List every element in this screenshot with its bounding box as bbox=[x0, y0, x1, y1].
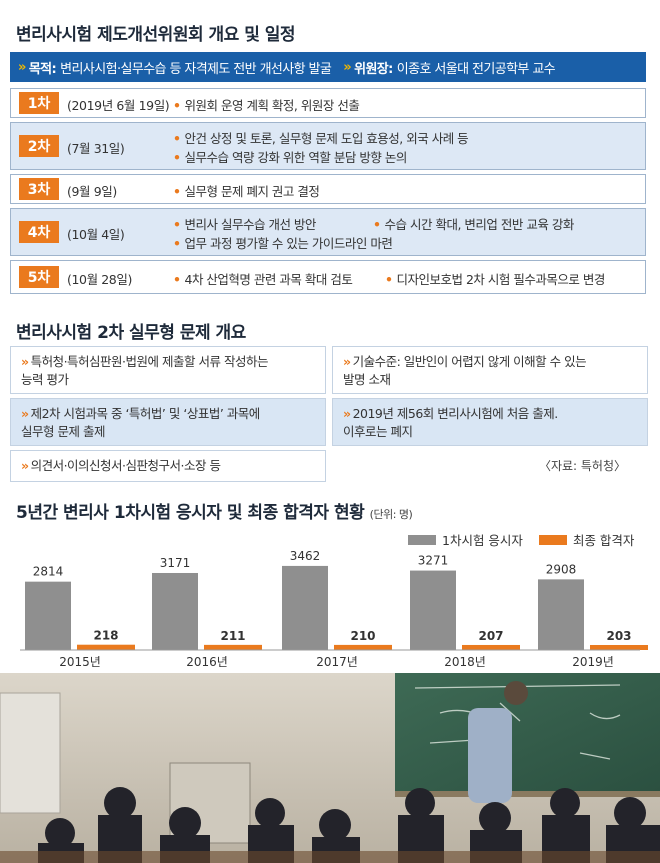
schedule-row-1: 1차 (2019년 6월 19일) 위원회 운영 계획 확정, 위원장 선출 bbox=[10, 88, 646, 118]
schedule-item: 안건 상정 및 토론, 실무형 문제 도입 효용성, 외국 사례 등 bbox=[173, 128, 469, 147]
purpose-text: 변리사시험·실무수습 등 자격제도 전반 개선사항 발굴 bbox=[60, 61, 332, 77]
schedule-badge: 1차 bbox=[19, 92, 59, 114]
data-label-passers: 203 bbox=[606, 629, 631, 643]
schedule-row-3: 3차 (9월 9일) 실무형 문제 폐지 권고 결정 bbox=[10, 174, 646, 204]
overview-box-1: » 특허청·특허심판원·법원에 제출할 서류 작성하는 능력 평가 bbox=[10, 346, 326, 394]
schedule-item: 변리사 실무수습 개선 방안 bbox=[173, 214, 317, 233]
schedule-item: 실무수습 역량 강화 위한 역할 분담 방향 논의 bbox=[173, 147, 408, 166]
data-label-applicants: 2908 bbox=[546, 562, 577, 576]
chevron-right-icon: » bbox=[343, 406, 351, 421]
schedule-row-2: 2차 (7월 31일) 안건 상정 및 토론, 실무형 문제 도입 효용성, 외… bbox=[10, 122, 646, 170]
source-note: 〈자료: 특허청〉 bbox=[538, 459, 626, 473]
purpose-bar: » 목적: 변리사시험·실무수습 등 자격제도 전반 개선사항 발굴 » 위원장… bbox=[10, 52, 646, 82]
schedule-date: (10월 4일) bbox=[67, 227, 125, 242]
bar-applicants bbox=[282, 565, 328, 650]
overview-text: 특허청·특허심판원·법원에 제출할 서류 작성하는 bbox=[30, 354, 269, 369]
schedule-date: (9월 9일) bbox=[67, 184, 117, 199]
classroom-photo-image bbox=[0, 673, 660, 863]
chevron-right-icon: » bbox=[21, 354, 29, 369]
schedule-badge: 4차 bbox=[19, 221, 59, 243]
data-label-applicants: 3462 bbox=[290, 549, 321, 563]
schedule-item: 실무형 문제 폐지 권고 결정 bbox=[173, 181, 320, 200]
overview-text: 제2차 시험과목 중 ‘특허법’ 및 ‘상표법’ 과목에 bbox=[30, 406, 261, 421]
legend-swatch-passers bbox=[538, 534, 567, 545]
data-label-passers: 207 bbox=[478, 629, 503, 643]
schedule-row-5: 5차 (10월 28일) 4차 산업혁명 관련 과목 확대 검토 디자인보호법 … bbox=[10, 260, 646, 294]
schedule-date: (2019년 6월 19일) bbox=[67, 98, 170, 113]
x-tick-label: 2015년 bbox=[59, 655, 101, 669]
schedule-item: 디자인보호법 2차 시험 필수과목으로 변경 bbox=[385, 269, 606, 288]
bar-passers bbox=[204, 644, 262, 650]
bar-passers bbox=[334, 644, 392, 650]
overview-text: 이후로는 폐지 bbox=[343, 424, 413, 439]
overview-box-4: » 2019년 제56회 변리사시험에 처음 출제. 이후로는 폐지 bbox=[332, 398, 648, 446]
schedule-badge: 5차 bbox=[19, 266, 59, 288]
overview-box-2: » 기술수준: 일반인이 어렵지 않게 이해할 수 있는 발명 소재 bbox=[332, 346, 648, 394]
chart-title: 5년간 변리사 1차시험 응시자 및 최종 합격자 현황 (단위: 명) bbox=[16, 498, 413, 523]
chart-title-text: 5년간 변리사 1차시험 응시자 및 최종 합격자 현황 bbox=[16, 503, 365, 523]
bar-applicants bbox=[25, 581, 71, 650]
x-tick-label: 2016년 bbox=[186, 655, 228, 669]
classroom-photo bbox=[0, 673, 660, 863]
chevron-right-icon: » bbox=[343, 59, 352, 75]
overview-box-5: » 의견서·이의신청서·심판청구서·소장 등 bbox=[10, 450, 326, 482]
x-tick-label: 2018년 bbox=[444, 655, 486, 669]
schedule-item: 업무 과정 평가할 수 있는 가이드라인 마련 bbox=[173, 233, 393, 252]
schedule-row-4: 4차 (10월 4일) 변리사 실무수습 개선 방안 수습 시간 확대, 변리업… bbox=[10, 208, 646, 256]
chair-text: 이종호 서울대 전기공학부 교수 bbox=[396, 61, 556, 77]
schedule-badge: 3차 bbox=[19, 178, 59, 200]
overview-box-3: » 제2차 시험과목 중 ‘특허법’ 및 ‘상표법’ 과목에 실무형 문제 출제 bbox=[10, 398, 326, 446]
schedule-date: (10월 28일) bbox=[67, 272, 132, 287]
chevron-right-icon: » bbox=[21, 406, 29, 421]
x-tick-label: 2019년 bbox=[572, 655, 614, 669]
bar-passers bbox=[590, 645, 648, 650]
x-tick-label: 2017년 bbox=[316, 655, 358, 669]
chair-label: 위원장: bbox=[354, 61, 393, 77]
data-label-passers: 211 bbox=[220, 629, 245, 643]
legend-label: 최종 합격자 bbox=[572, 533, 635, 548]
legend-swatch-applicants bbox=[408, 534, 436, 545]
overview-text: 발명 소재 bbox=[343, 372, 391, 387]
data-label-passers: 210 bbox=[350, 629, 375, 643]
chevron-right-icon: » bbox=[343, 354, 351, 369]
overview-text: 기술수준: 일반인이 어렵지 않게 이해할 수 있는 bbox=[352, 354, 587, 369]
bar-passers bbox=[77, 644, 135, 650]
schedule-item: 4차 산업혁명 관련 과목 확대 검토 bbox=[173, 269, 353, 288]
chevron-right-icon: » bbox=[18, 59, 26, 75]
data-label-applicants: 3171 bbox=[160, 556, 191, 570]
schedule-badge: 2차 bbox=[19, 135, 59, 157]
data-label-passers: 218 bbox=[93, 629, 118, 643]
overview-text: 의견서·이의신청서·심판청구서·소장 등 bbox=[30, 458, 221, 473]
chart-legend: 1차시험 응시자 최종 합격자 bbox=[408, 530, 634, 549]
purpose-label: 목적: bbox=[28, 61, 57, 77]
schedule-item: 위원회 운영 계획 확정, 위원장 선출 bbox=[173, 95, 360, 114]
schedule-item: 수습 시간 확대, 변리업 전반 교육 강화 bbox=[373, 214, 575, 233]
bar-applicants bbox=[152, 572, 198, 650]
overview-text: 능력 평가 bbox=[21, 372, 69, 387]
bar-applicants bbox=[410, 570, 456, 650]
bar-applicants bbox=[538, 579, 584, 650]
chart-unit: (단위: 명) bbox=[369, 508, 413, 521]
overview-title: 변리사시험 2차 실무형 문제 개요 bbox=[16, 323, 246, 343]
legend-label: 1차시험 응시자 bbox=[442, 533, 523, 548]
overview-text: 2019년 제56회 변리사시험에 처음 출제. bbox=[352, 406, 559, 421]
schedule-date: (7월 31일) bbox=[67, 141, 125, 156]
overview-text: 실무형 문제 출제 bbox=[21, 424, 105, 439]
chevron-right-icon: » bbox=[21, 458, 29, 473]
bar-chart: 2814 218 2015년 3171 211 2016년 3462 210 2017년 3271… bbox=[20, 549, 648, 669]
bar-passers bbox=[462, 644, 520, 650]
schedule-title: 변리사시험 제도개선위원회 개요 및 일정 bbox=[16, 25, 296, 45]
data-label-applicants: 2814 bbox=[33, 565, 64, 579]
data-label-applicants: 3271 bbox=[418, 554, 449, 568]
